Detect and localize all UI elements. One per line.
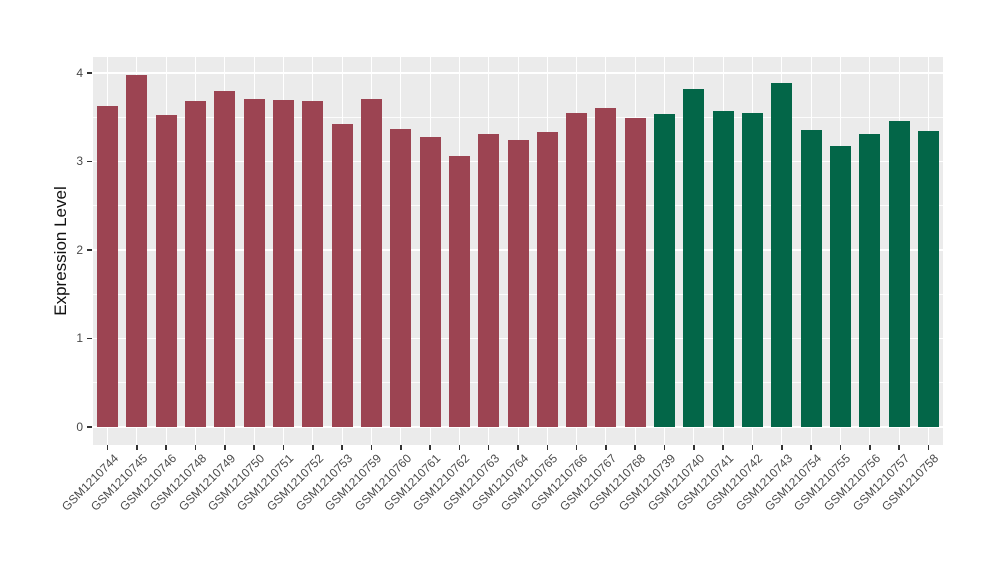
bar <box>155 115 177 427</box>
y-axis-tick <box>87 72 92 74</box>
x-axis-tick <box>253 445 255 450</box>
y-tick-label: 2 <box>76 242 83 257</box>
x-axis-tick <box>429 445 431 450</box>
y-axis-tick <box>87 337 92 340</box>
y-tick-label: 0 <box>76 420 83 434</box>
bar <box>507 140 529 427</box>
y-tick-label: 1 <box>76 331 83 346</box>
bar <box>126 74 148 427</box>
x-axis-tick <box>546 445 549 450</box>
x-axis-tick <box>868 445 871 450</box>
x-axis-tick <box>282 445 285 450</box>
bar <box>419 136 441 427</box>
plot-panel <box>93 57 943 445</box>
x-axis-tick <box>663 445 666 450</box>
bar <box>829 146 851 427</box>
x-axis-tick <box>605 445 607 450</box>
x-axis-tick <box>399 445 402 450</box>
x-axis-tick <box>341 445 343 450</box>
x-axis-tick <box>751 445 754 450</box>
x-axis-tick <box>810 445 812 450</box>
x-axis-tick <box>370 445 373 450</box>
bar <box>185 101 207 427</box>
bar <box>273 100 295 427</box>
bar <box>448 156 470 427</box>
bar <box>771 83 793 427</box>
bar <box>478 133 500 427</box>
bar <box>624 117 646 427</box>
bar <box>741 112 763 427</box>
bar <box>683 88 705 427</box>
x-axis-tick <box>194 445 197 450</box>
bar <box>654 113 676 427</box>
bar <box>888 120 910 427</box>
x-axis-tick <box>224 445 226 450</box>
x-axis-tick <box>839 445 842 450</box>
bar <box>566 112 588 427</box>
bar <box>302 101 324 427</box>
bar <box>360 99 382 427</box>
bar <box>859 133 881 427</box>
x-axis-tick <box>312 445 314 450</box>
h-gridline-major <box>93 72 943 74</box>
x-axis-tick <box>458 445 461 450</box>
x-axis-tick <box>634 445 637 450</box>
bar <box>712 110 734 427</box>
bar <box>214 90 236 427</box>
bar <box>595 108 617 427</box>
x-axis-tick <box>575 445 578 450</box>
bar <box>243 99 265 427</box>
x-axis-tick <box>693 445 695 450</box>
y-axis-tick <box>87 426 92 428</box>
h-gridline-major <box>93 426 943 428</box>
bar <box>917 131 939 427</box>
x-axis-tick <box>722 445 724 450</box>
bar <box>390 128 412 427</box>
x-axis-tick <box>927 445 930 450</box>
y-tick-label: 4 <box>76 65 83 80</box>
x-axis-tick <box>898 445 900 450</box>
bar <box>97 106 119 427</box>
h-gridline-minor <box>93 116 943 118</box>
bar <box>331 124 353 427</box>
y-axis-tick <box>87 249 92 251</box>
x-axis-tick <box>165 445 168 450</box>
x-axis-tick <box>517 445 519 450</box>
x-axis-tick <box>780 445 783 450</box>
y-axis-tick <box>87 160 92 163</box>
bar <box>800 130 822 427</box>
x-axis-tick <box>487 445 490 450</box>
bar <box>536 132 558 427</box>
x-axis-tick <box>106 445 109 450</box>
x-axis-tick <box>136 445 138 450</box>
y-tick-label: 3 <box>76 154 83 169</box>
